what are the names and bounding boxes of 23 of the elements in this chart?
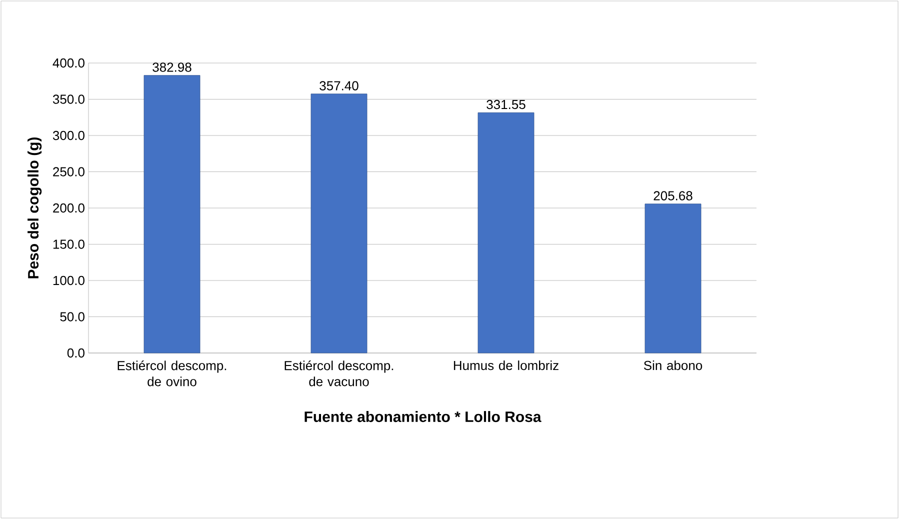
y-tick-label: 350.0 [52,94,84,104]
y-tick-label: 400.0 [52,58,84,68]
y-tick-label: 200.0 [53,203,84,213]
data-label: 205.68 [654,191,692,200]
y-tick-label: 0.0 [67,348,84,358]
bar [644,204,702,354]
x-tick-label: Estiércol descomp. de ovino [118,360,226,386]
bar [478,112,534,354]
x-axis-title: Fuente abonamiento * Lollo Rosa [304,411,542,422]
data-label: 382.98 [152,62,192,72]
x-tick-label: Sin abono [644,360,702,370]
data-label: 331.55 [486,100,526,110]
bar [310,94,368,354]
y-tick-label: 150.0 [53,240,84,249]
y-tick-label: 50.0 [60,312,84,322]
data-label: 357.40 [320,81,358,90]
y-tick-label: 300.0 [52,130,84,140]
y-axis-title: Peso del cogollo (g) [28,137,42,278]
y-tick-label: 100.0 [53,276,84,286]
bar [144,75,200,354]
x-tick-label: Humus de lombriz [454,360,558,370]
x-tick-label: Estiércol descomp. de vacuno [284,360,394,386]
y-tick-label: 250.0 [53,167,84,176]
